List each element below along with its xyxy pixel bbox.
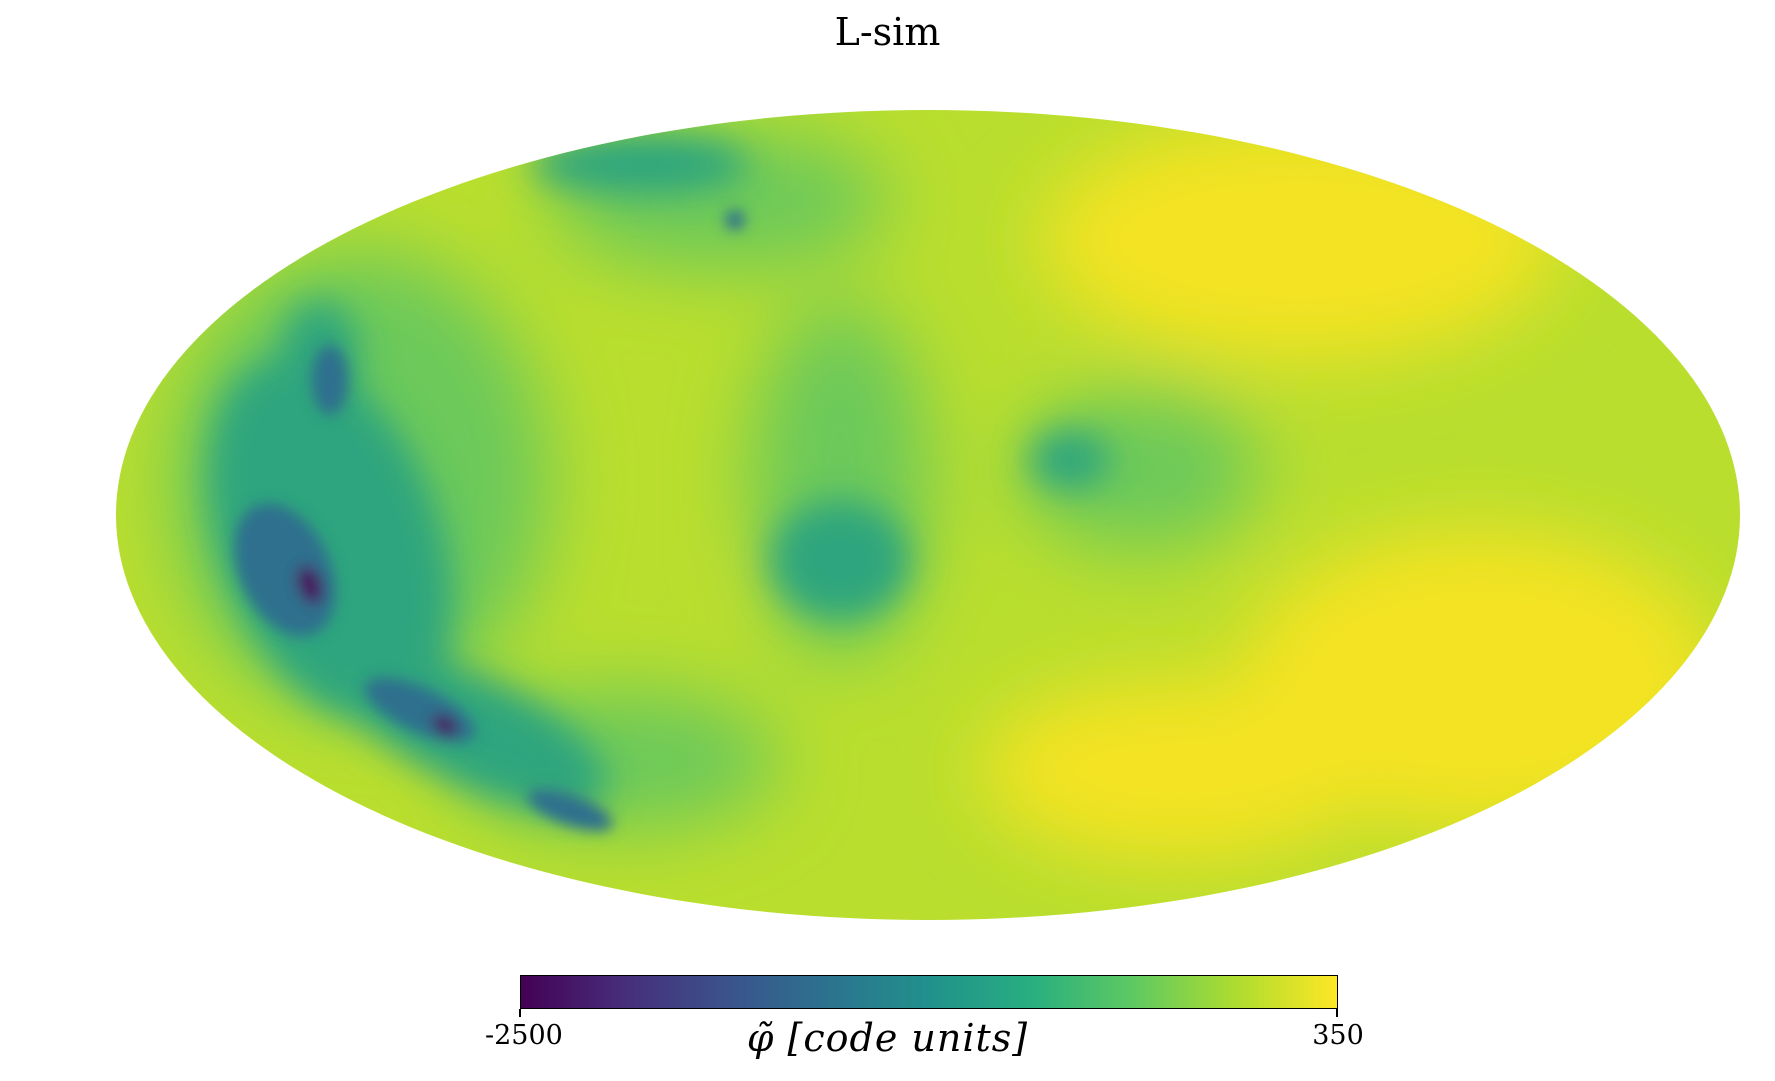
map-title: L-sim bbox=[834, 10, 941, 54]
colorbar-tick-min bbox=[519, 1009, 521, 1017]
colorbar-tick-max bbox=[1336, 1009, 1338, 1017]
small-scale-structure bbox=[234, 210, 745, 831]
colorbar-unit-label: φ̃ [code units] bbox=[746, 1016, 1029, 1060]
colorbar-min-label: -2500 bbox=[485, 1020, 563, 1051]
colorbar-max-label: 350 bbox=[1312, 1020, 1364, 1051]
mollweide-sky-map bbox=[116, 110, 1740, 920]
sky-map-field bbox=[116, 110, 1740, 920]
colorbar bbox=[520, 975, 1338, 1009]
